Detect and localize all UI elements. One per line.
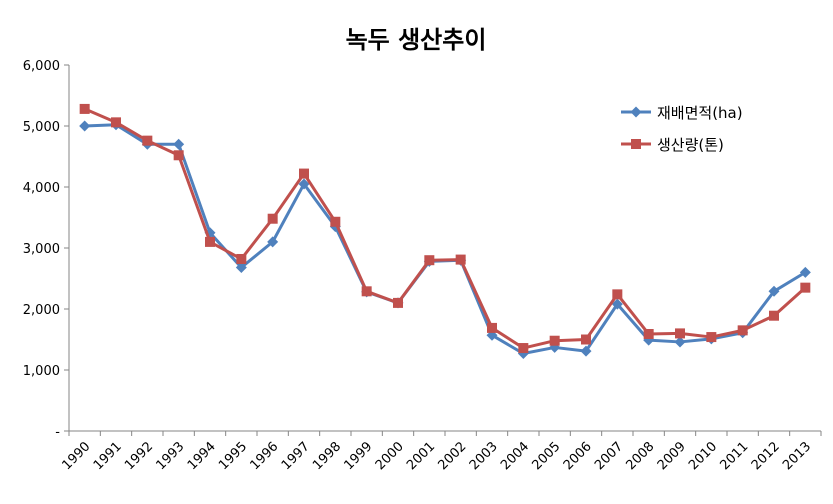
data-point [769,310,779,321]
data-point [612,289,623,300]
x-tick-label: 2006 [561,439,595,473]
data-point [737,325,748,336]
data-point [173,138,185,150]
y-tick-label: 1,000 [23,364,60,379]
data-point [706,332,717,343]
y-tick-label: 5,000 [23,120,60,135]
data-point [549,335,560,346]
data-point [643,329,654,340]
series-line [84,107,807,350]
data-point [580,345,592,357]
data-point [424,255,435,266]
x-tick-label: 1997 [279,439,313,473]
legend-item: 생산량(톤) [621,136,724,154]
data-point [142,135,153,146]
data-point [799,266,811,278]
x-tick-label: 1991 [91,439,125,473]
y-tick-label: 4,000 [23,181,60,196]
x-tick-label: 2002 [435,439,469,473]
data-point [393,297,403,308]
data-point [581,334,591,345]
x-tick-label: 1995 [216,439,250,473]
x-tick-label: 2010 [686,439,720,473]
data-point [674,336,686,348]
x-axis-ticks: 1990199119921993199419951996199719981999… [59,431,822,473]
legend-item: 재배면적(ha) [621,104,743,122]
data-point [361,286,372,297]
legend-swatch-marker [631,139,641,149]
data-point [611,298,623,310]
series-1 [79,119,811,360]
data-point [79,120,91,132]
data-point [173,150,184,161]
data-point [267,236,279,248]
data-point [800,282,811,293]
y-tick-label: 3,000 [23,242,60,257]
y-axis-ticks: - 1,000 2,000 3,000 4,000 5,000 6,000 [23,59,69,440]
x-tick-label: 2004 [498,439,532,473]
x-tick-label: 1996 [247,439,281,473]
legend-swatch-marker [630,106,642,118]
data-point [299,168,309,179]
data-point [205,236,215,247]
chart-title: 녹두 생산추이 [346,26,487,54]
x-tick-label: 1992 [122,439,156,473]
data-point [79,103,90,114]
y-tick-label: 2,000 [23,303,60,318]
data-point [768,285,780,297]
x-tick-label: 2007 [592,439,626,473]
data-point [235,262,247,274]
data-point [518,343,529,354]
x-tick-label: 1994 [185,439,219,473]
data-point [455,254,466,265]
x-tick-label: 2005 [529,439,563,473]
data-point [675,328,685,339]
data-point [298,178,310,190]
data-point [236,253,247,264]
data-point [330,216,341,227]
x-tick-label: 2001 [404,439,438,473]
x-tick-label: 2009 [655,439,689,473]
x-tick-label: 2000 [373,439,407,473]
x-tick-label: 1990 [59,439,93,473]
x-tick-label: 2011 [717,439,751,473]
y-tick-label: 6,000 [23,59,60,74]
y-tick-label: - [55,425,60,440]
series-layer [79,103,811,360]
legend: 재배면적(ha) 생산량(톤) [621,104,743,154]
data-point [487,322,497,333]
legend-label: 재배면적(ha) [657,104,743,122]
series-line [84,123,807,356]
x-tick-label: 2013 [780,439,814,473]
legend-label: 생산량(톤) [657,136,724,154]
x-tick-label: 1998 [310,439,344,473]
x-tick-label: 1999 [341,439,375,473]
x-tick-label: 1993 [153,439,187,473]
series-2 [79,103,811,354]
x-tick-label: 2012 [749,439,783,473]
data-point [267,213,278,224]
x-tick-label: 2008 [623,439,657,473]
data-point [111,117,121,128]
x-tick-label: 2003 [467,439,501,473]
